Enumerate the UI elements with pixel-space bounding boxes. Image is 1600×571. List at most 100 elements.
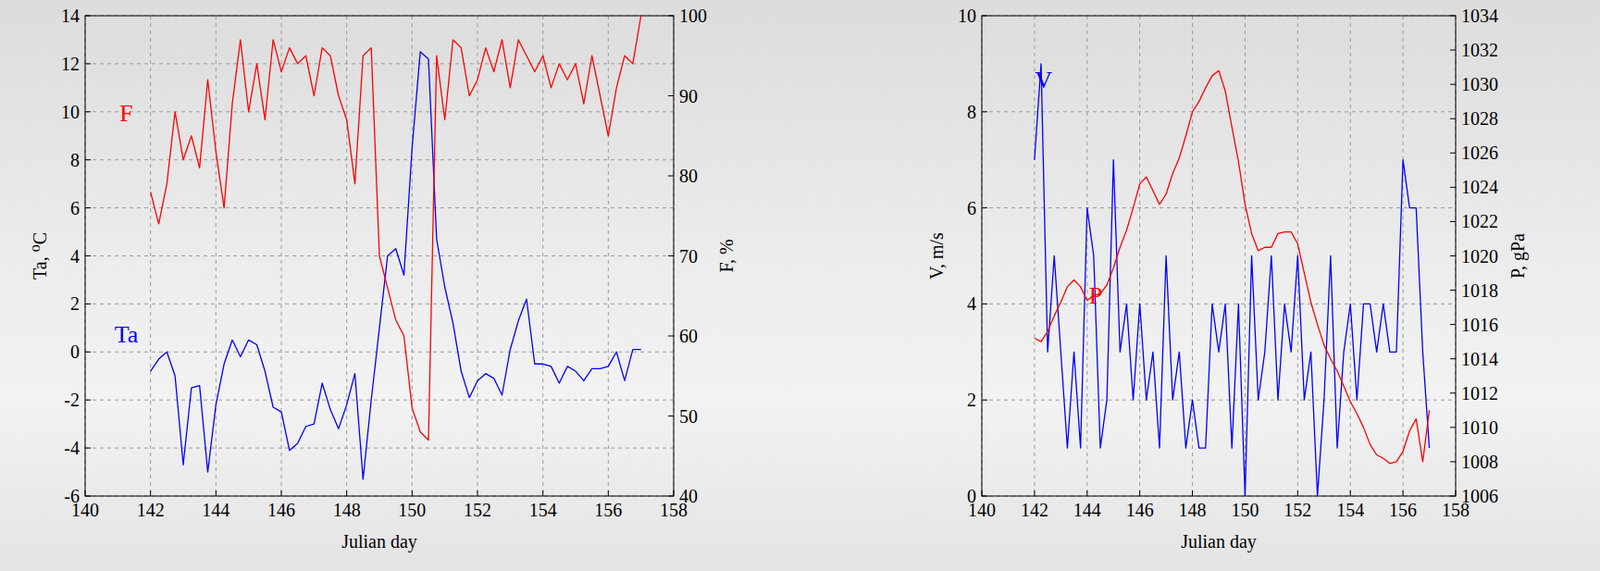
tick-label: 8 bbox=[70, 149, 80, 171]
tick-label: 150 bbox=[397, 499, 426, 521]
tick-label: 10 bbox=[61, 101, 80, 123]
axis-title: Ta, ⁰C bbox=[29, 232, 50, 280]
tick bbox=[1450, 118, 1456, 120]
series-line bbox=[1034, 63, 1430, 497]
tick-label: 1016 bbox=[1461, 314, 1499, 335]
tick-label: 1034 bbox=[1461, 5, 1499, 26]
tick bbox=[1450, 186, 1456, 188]
tick bbox=[1450, 460, 1456, 462]
tick bbox=[1450, 496, 1456, 497]
grid-line bbox=[85, 303, 674, 305]
axis-title: V, m/s bbox=[926, 232, 947, 280]
series-label: F bbox=[119, 99, 133, 127]
tick-label: 4 bbox=[70, 246, 80, 267]
tick-label: 60 bbox=[679, 325, 698, 347]
tick bbox=[85, 303, 91, 305]
figure: 140142144146148150152154156158-6-4-20246… bbox=[0, 0, 1600, 571]
tick bbox=[1450, 49, 1456, 51]
tick bbox=[477, 490, 479, 497]
tick bbox=[1450, 289, 1456, 291]
grid-line bbox=[1191, 15, 1193, 497]
tick-label: 154 bbox=[529, 499, 558, 521]
tick-label: 146 bbox=[267, 499, 296, 521]
tick bbox=[1086, 490, 1088, 497]
tick bbox=[1450, 84, 1456, 86]
tick-label: 142 bbox=[1020, 499, 1049, 521]
tick-label: 0 bbox=[967, 485, 977, 507]
tick bbox=[149, 490, 151, 497]
tick-label: 144 bbox=[201, 499, 230, 521]
grid-line bbox=[85, 207, 674, 209]
series-label: P bbox=[1089, 282, 1103, 310]
grid-line bbox=[85, 351, 674, 353]
tick-label: 1012 bbox=[1461, 383, 1499, 404]
tick bbox=[1450, 358, 1456, 360]
tick bbox=[85, 399, 91, 401]
tick-label: 8 bbox=[967, 101, 977, 123]
tick-label: 156 bbox=[1389, 499, 1417, 521]
tick-label: 1026 bbox=[1461, 142, 1499, 163]
tick bbox=[1033, 490, 1035, 497]
series-line bbox=[1034, 70, 1430, 463]
tick-label: 90 bbox=[679, 86, 698, 107]
tick bbox=[668, 255, 674, 257]
series-label: V bbox=[1034, 66, 1053, 94]
tick-label: 70 bbox=[679, 246, 698, 267]
tick-label: 12 bbox=[61, 53, 80, 75]
tick-label: 1008 bbox=[1461, 451, 1499, 472]
grid-line bbox=[981, 303, 1456, 305]
tick-label: 50 bbox=[679, 406, 698, 427]
data-area bbox=[1034, 63, 1430, 497]
grid-line bbox=[1350, 15, 1352, 497]
tick-label: 146 bbox=[1126, 499, 1154, 521]
axis-title: F, % bbox=[716, 238, 737, 273]
series-line bbox=[150, 15, 642, 440]
tick-label: 1030 bbox=[1461, 74, 1499, 95]
axis-title: Julian day bbox=[1180, 531, 1257, 553]
tick bbox=[1450, 221, 1456, 223]
tick bbox=[1450, 255, 1456, 257]
tick-label: 1022 bbox=[1461, 210, 1499, 232]
tick bbox=[215, 490, 217, 497]
grid-line bbox=[1086, 15, 1088, 497]
tick bbox=[668, 496, 674, 497]
tick bbox=[668, 15, 674, 17]
tick bbox=[281, 490, 283, 497]
grid-line bbox=[607, 15, 609, 497]
grid-line bbox=[981, 111, 1456, 112]
tick-label: 6 bbox=[967, 198, 977, 219]
tick-label: -4 bbox=[63, 437, 80, 459]
tick-label: 2 bbox=[70, 293, 80, 314]
tick-label: 154 bbox=[1336, 499, 1365, 521]
tick bbox=[668, 95, 674, 97]
grid-line bbox=[542, 15, 544, 497]
tick bbox=[1450, 426, 1456, 428]
grid-line bbox=[1139, 15, 1141, 497]
tick-label: 148 bbox=[333, 499, 361, 521]
tick-label: 144 bbox=[1073, 499, 1102, 521]
tick-label: 10 bbox=[957, 5, 977, 26]
tick-label: 100 bbox=[679, 5, 707, 26]
tick bbox=[85, 255, 91, 257]
tick bbox=[85, 62, 91, 64]
tick bbox=[981, 303, 988, 305]
grid-line bbox=[1244, 15, 1246, 497]
tick-label: 150 bbox=[1230, 499, 1259, 521]
tick-label: 156 bbox=[594, 499, 622, 521]
tick bbox=[85, 490, 87, 497]
grid-line bbox=[1402, 15, 1404, 497]
tick bbox=[981, 207, 988, 209]
grid-line bbox=[85, 159, 674, 161]
plot-frame bbox=[981, 15, 1456, 497]
grid-line bbox=[981, 207, 1456, 209]
tick bbox=[85, 447, 91, 449]
tick-label: 148 bbox=[1178, 499, 1207, 521]
panel: 1401421441461481501521541561580246810100… bbox=[926, 5, 1529, 553]
tick-label: 142 bbox=[136, 499, 165, 521]
tick bbox=[1455, 490, 1457, 497]
grid-line bbox=[85, 111, 674, 112]
tick-label: 14 bbox=[61, 5, 80, 26]
grid-line bbox=[85, 399, 674, 401]
tick-label: 1006 bbox=[1461, 485, 1499, 507]
tick bbox=[668, 415, 674, 417]
